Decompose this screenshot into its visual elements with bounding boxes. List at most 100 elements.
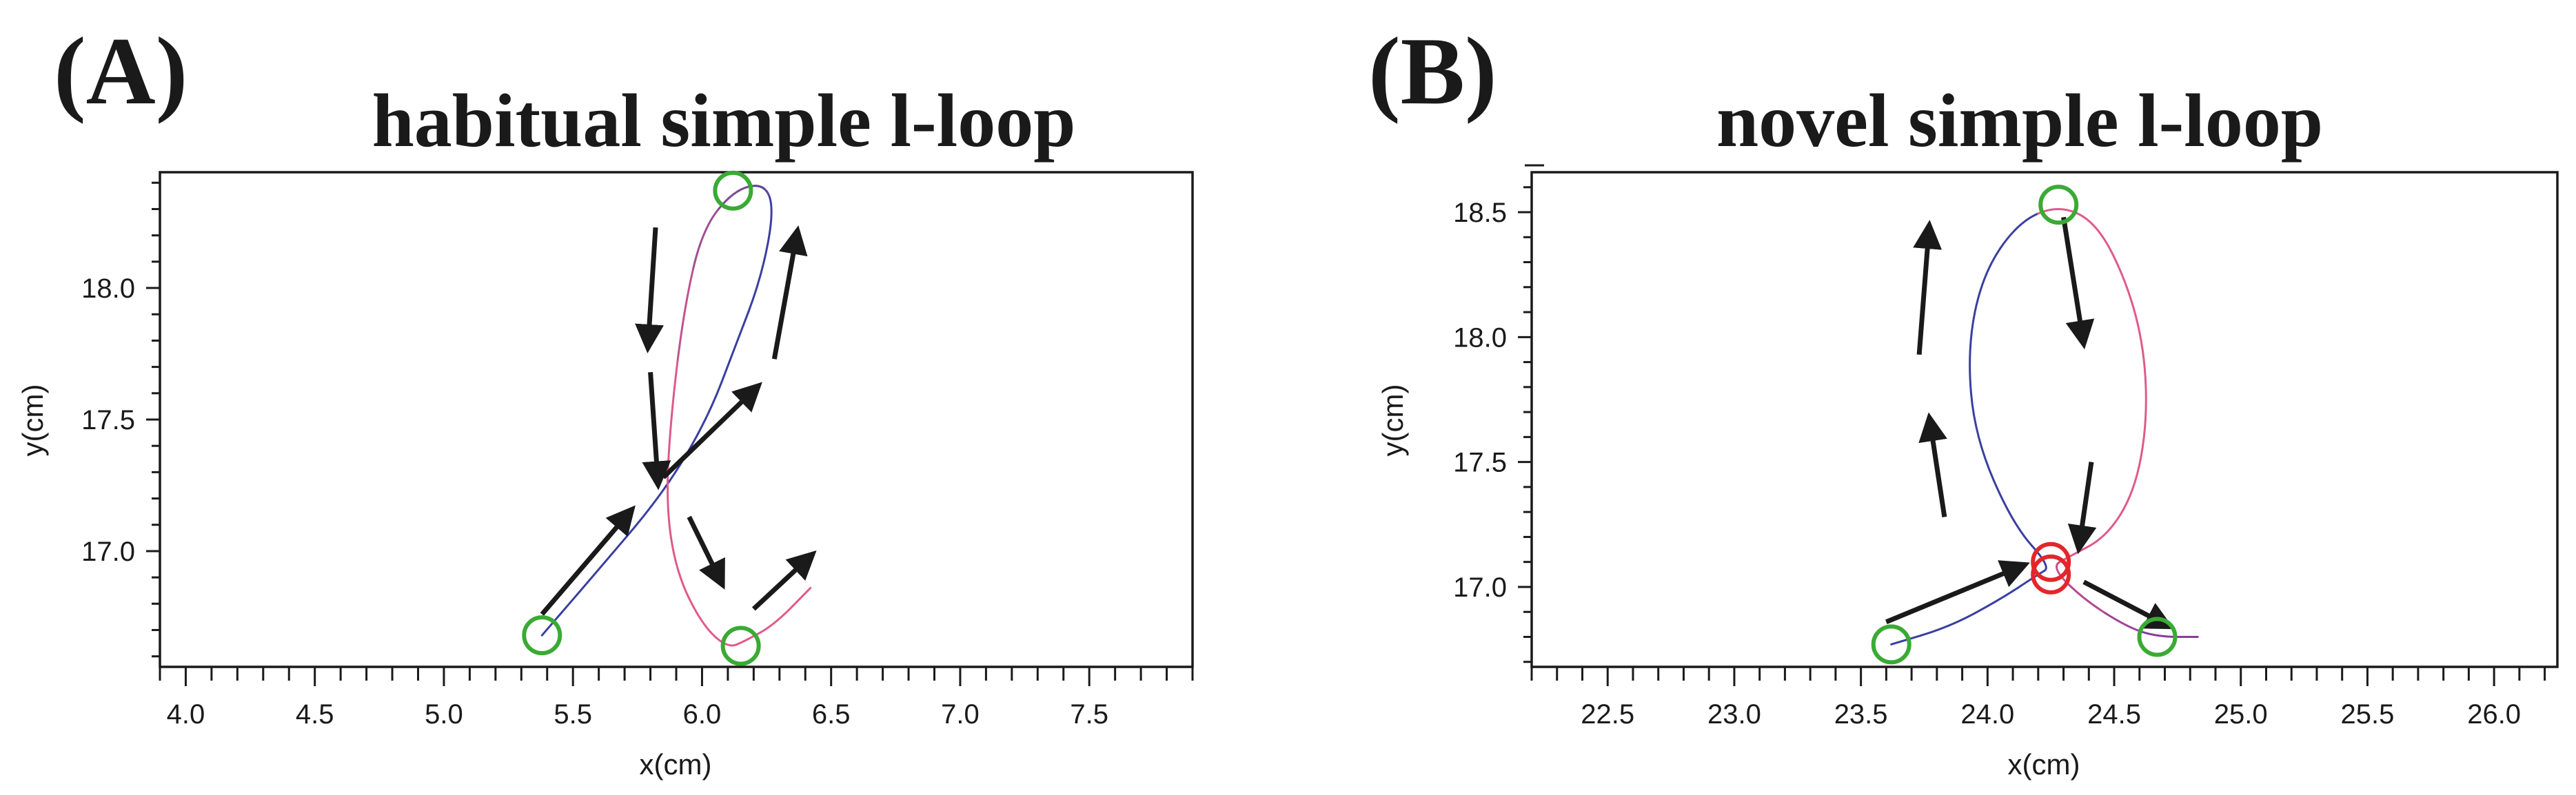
direction-arrow (540, 505, 636, 616)
trajectory-segment (2066, 582, 2107, 615)
y-tick-label: 18.5 (1453, 198, 1507, 228)
direction-arrow (661, 382, 762, 479)
panel-b-direction-arrows (1885, 216, 2175, 630)
panel-a-x-axis-label: x(cm) (640, 748, 712, 781)
panel-b-title: novel simple l-loop (1716, 79, 2323, 163)
trajectory-segment (2056, 561, 2069, 585)
direction-arrow (1913, 220, 1943, 355)
trajectory-segment (2110, 251, 2137, 318)
panel-a-plot-frame (159, 171, 1194, 668)
trajectory-segment (759, 586, 812, 634)
panel-b-y-axis: 17.0 17.5 18.0 18.5 (1453, 186, 1532, 663)
trajectory-segment (2104, 612, 2143, 633)
trajectory-segment (1974, 586, 2020, 615)
trajectory-segment (720, 310, 750, 384)
green-key-point-marker (1871, 624, 1911, 665)
panel-b-x-axis: 22.5 23.0 23.5 24.0 24.5 25.0 25.5 26.0 (1530, 667, 2546, 730)
y-tick-label: 18.0 (1453, 322, 1507, 353)
panel-b-y-axis-label: y(cm) (1377, 384, 1409, 457)
trajectory-segment (767, 194, 773, 245)
green-key-point-marker (720, 626, 761, 666)
trajectory-segment (1919, 612, 1976, 637)
direction-arrow (687, 515, 725, 590)
trajectory-segment (713, 635, 738, 647)
trajectory-segment (2140, 386, 2147, 460)
x-tick-label: 23.5 (1834, 699, 1888, 730)
panel-a-title: habitual simple l-loop (372, 79, 1076, 163)
x-tick-label: 24.0 (1960, 699, 2014, 730)
trajectory-segment (716, 185, 750, 211)
trajectory-segment (676, 268, 694, 363)
trajectory-segment (540, 601, 571, 637)
panel-b-x-axis-label: x(cm) (2008, 748, 2080, 781)
trajectory-segment (667, 360, 679, 460)
trajectory-segment (684, 382, 723, 457)
trajectory-segment (691, 209, 719, 271)
trajectory-segment (1969, 311, 1976, 395)
green-key-point-marker (2038, 185, 2079, 225)
y-tick-label: 17.5 (81, 405, 135, 435)
panel-a-letter: (A) (54, 18, 187, 125)
x-tick-label: 23.0 (1707, 699, 1761, 730)
panel-a: (A) habitual simple l-loop 4.0 4.5 5.0 5.5 6… (17, 18, 1194, 781)
red-key-point-marker (2031, 541, 2071, 582)
trajectory-segment (1993, 479, 2034, 547)
x-tick-label: 5.5 (554, 699, 592, 730)
direction-arrow (2067, 462, 2097, 555)
x-tick-label: 7.5 (1070, 699, 1108, 730)
panel-b-plot-frame (1530, 171, 2559, 668)
y-tick-label: 17.5 (1453, 448, 1507, 478)
trajectory-segment (1969, 392, 1996, 482)
trajectory-segment (2134, 315, 2147, 389)
x-tick-label: 25.0 (2214, 699, 2268, 730)
trajectory-segment (2119, 457, 2142, 516)
trajectory-segment (2031, 544, 2047, 572)
green-key-point-marker (713, 170, 753, 211)
panel-a-key-points (522, 170, 761, 666)
panel-b-trajectory (1890, 207, 2199, 646)
direction-arrow (1885, 560, 2030, 624)
panel-b-key-points (1871, 185, 2178, 665)
trajectory-segment (629, 455, 687, 533)
trajectory-segment (1999, 212, 2040, 250)
direction-arrow (1918, 412, 1947, 517)
x-tick-label: 24.5 (2087, 699, 2141, 730)
trajectory-segment (2086, 513, 2122, 548)
x-tick-label: 6.0 (683, 699, 722, 730)
x-tick-label: 22.5 (1581, 699, 1634, 730)
panel-a-trajectory (540, 185, 812, 647)
x-tick-label: 5.0 (425, 699, 463, 730)
panel-a-y-axis-label: y(cm) (17, 384, 49, 457)
green-key-point-marker (522, 615, 562, 656)
trajectory-segment (1890, 634, 1922, 646)
trajectory-segment (2076, 212, 2113, 254)
y-tick-label: 17.0 (81, 537, 135, 567)
direction-arrow (635, 227, 664, 353)
trajectory-segment (688, 597, 716, 638)
trajectory-segment (1974, 247, 2002, 313)
red-key-point-marker (2031, 554, 2071, 595)
x-tick-label: 6.5 (812, 699, 851, 730)
panel-a-x-axis: 4.0 4.5 5.0 5.5 6.0 6.5 7.0 7.5 (159, 667, 1194, 730)
x-tick-label: 7.0 (941, 699, 980, 730)
trajectory-segment (569, 530, 632, 603)
trajectory-segment (736, 631, 762, 646)
direction-arrow (751, 550, 817, 611)
x-tick-label: 25.5 (2341, 699, 2395, 730)
panel-b: (B) novel simple l-loop 22.5 23.0 23.5 24.0… (1368, 18, 2559, 781)
x-tick-label: 4.5 (296, 699, 334, 730)
trajectory-segment (670, 537, 691, 600)
panel-a-direction-arrows (540, 225, 817, 616)
x-tick-label: 26.0 (2467, 699, 2521, 730)
x-tick-label: 4.0 (167, 699, 205, 730)
trajectory-segment (2140, 630, 2199, 638)
direction-arrow (2061, 216, 2095, 350)
trajectory-segment (747, 242, 769, 313)
green-key-point-marker (2137, 617, 2178, 657)
y-tick-label: 17.0 (1453, 572, 1507, 603)
direction-arrow (771, 225, 808, 360)
y-tick-label: 18.0 (81, 273, 135, 304)
panel-a-y-axis: 17.0 17.5 18.0 (81, 181, 160, 658)
panel-b-letter: (B) (1368, 18, 1497, 125)
